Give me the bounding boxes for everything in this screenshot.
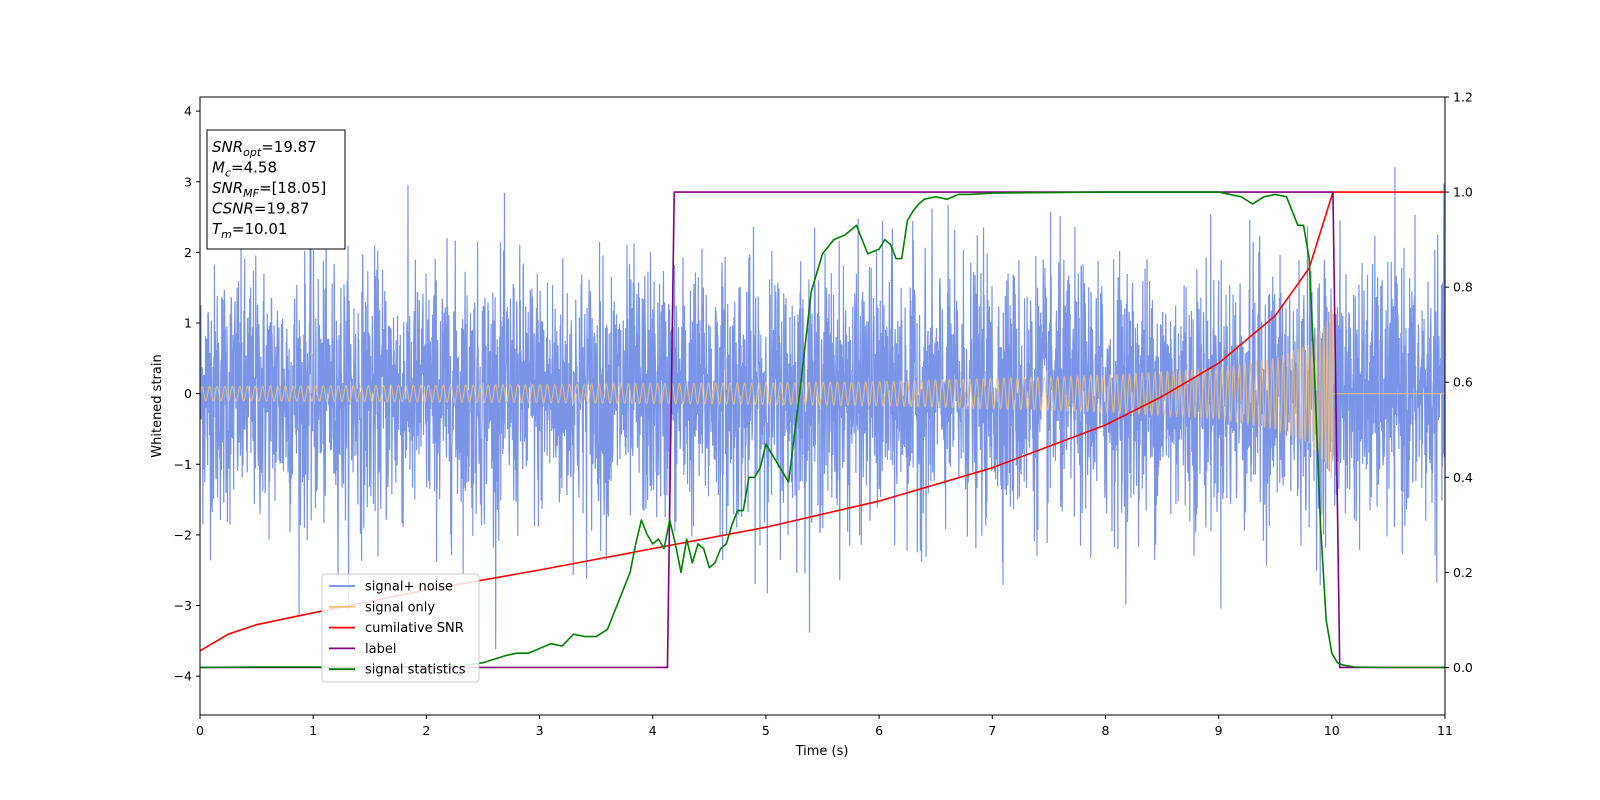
info-line: CSNR=19.87 — [212, 200, 309, 218]
info-box: SNRopt=19.87Mc=4.58SNRMF=[18.05]CSNR=19.… — [206, 129, 346, 250]
y2-tick-label: 0.0 — [1453, 660, 1473, 675]
x-tick-label: 11 — [1437, 723, 1453, 738]
plot-area — [200, 167, 1445, 669]
y-tick-label: −1 — [174, 457, 192, 472]
y-tick-label: 4 — [184, 104, 192, 119]
y-tick-label: 2 — [184, 245, 192, 260]
x-tick-label: 5 — [762, 723, 770, 738]
series-cumulative-snr — [200, 191, 1445, 652]
x-axis-label: Time (s) — [795, 744, 849, 759]
y-axis-label: Whitened strain — [150, 354, 165, 457]
y-tick-label: −2 — [174, 527, 192, 542]
legend-frame — [321, 573, 480, 683]
axes: 0 1 2 3 4 5 6 7 8 9 10 11 −4 −3 −2 −1 0 1 2 3 4 0.0 0.2 0.4 0.6 0… — [174, 90, 1473, 739]
x-tick-label: 7 — [988, 723, 996, 738]
plot-frame — [199, 96, 1446, 716]
legend-entry: cumilative SNR — [365, 621, 464, 636]
info-line: Tm=10.01 — [212, 220, 287, 241]
info-box-frame — [206, 129, 346, 250]
legend-entry: label — [365, 642, 396, 657]
legend-entry: signal+ noise — [365, 580, 453, 595]
y2-tick-label: 0.4 — [1453, 470, 1473, 485]
y-tick-label: 3 — [184, 174, 192, 189]
x-tick-label: 1 — [309, 723, 317, 738]
info-line: SNRopt=19.87 — [212, 138, 317, 159]
x-tick-label: 2 — [422, 723, 430, 738]
y2-tick-label: 0.8 — [1453, 280, 1473, 295]
series-signal-statistics — [200, 191, 1445, 669]
info-line: Mc=4.58 — [212, 159, 277, 180]
legend-entry: signal statistics — [365, 663, 466, 678]
y2-tick-label: 0.6 — [1453, 375, 1473, 390]
legend-entry: signal only — [365, 600, 435, 615]
y2-tick-label: 1.2 — [1453, 90, 1473, 105]
y2-tick-label: 1.0 — [1453, 185, 1473, 200]
y-tick-label: −3 — [174, 598, 192, 613]
info-line: SNRMF=[18.05] — [212, 179, 326, 200]
y-tick-label: 1 — [184, 316, 192, 331]
x-tick-label: 4 — [649, 723, 657, 738]
x-tick-label: 8 — [1101, 723, 1109, 738]
x-tick-label: 3 — [536, 723, 544, 738]
y2-tick-label: 0.2 — [1453, 565, 1473, 580]
x-tick-label: 10 — [1324, 723, 1340, 738]
x-tick-label: 9 — [1215, 723, 1223, 738]
x-tick-label: 6 — [875, 723, 883, 738]
x-tick-label: 0 — [196, 723, 204, 738]
legend: signal+ noise signal only cumilative SNR la… — [321, 573, 480, 683]
y-tick-label: 0 — [184, 386, 192, 401]
y-tick-label: −4 — [174, 669, 192, 684]
